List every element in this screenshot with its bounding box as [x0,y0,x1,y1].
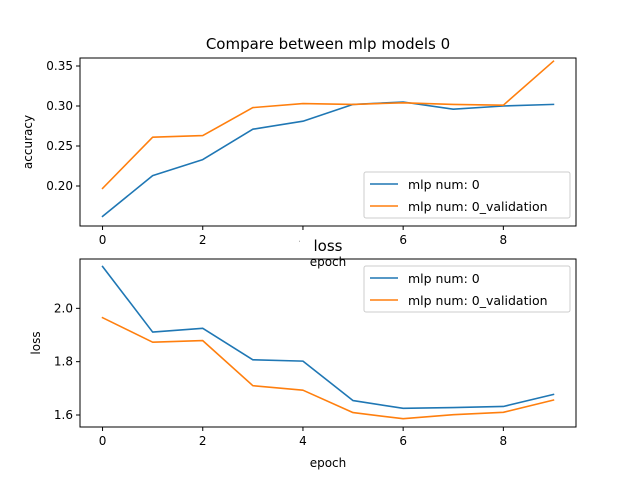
loss-series-lines [101,265,555,420]
accuracy-y-axis-label: accuracy [21,115,35,169]
loss-series-line-validation [101,316,555,420]
accuracy-x-tick-label: 2 [199,233,207,247]
accuracy-series-line-validation [101,60,555,190]
loss-series-line-train [101,265,555,410]
accuracy-y-tick-label: 0.20 [46,179,73,193]
loss-y-tick-label: 2.0 [54,301,73,315]
loss-y-axis-label: loss [29,331,43,354]
accuracy-x-tick-label: 0 [99,233,107,247]
accuracy-legend-box [363,171,571,219]
loss-x-tick-label: 6 [399,434,407,448]
loss-legend-label-validation: mlp num: 0_validation [408,293,548,308]
accuracy-x-tick-label: 8 [500,233,508,247]
accuracy-legend-label-validation: mlp num: 0_validation [408,199,548,214]
accuracy-chart-title: Compare between mlp models 0 [206,35,450,53]
accuracy-x-tick-label: 6 [399,233,407,247]
accuracy-y-tick-label: 0.35 [46,59,73,73]
loss-y-tick-label: 1.8 [54,355,73,369]
accuracy-plot-frame [79,57,577,227]
loss-x-tick-label: 0 [99,434,107,448]
loss-x-axis-label: epoch [310,456,347,470]
accuracy-series-lines [101,60,555,218]
loss-title-background [300,234,356,256]
loss-x-tick-label: 4 [299,434,307,448]
accuracy-y-tick-label: 0.25 [46,139,73,153]
accuracy-legend-label-train: mlp num: 0 [408,177,480,192]
loss-ticks: 0 2 4 6 8 1.6 1.8 2.0 [54,301,507,448]
loss-plot-frame [79,258,577,428]
loss-legend: mlp num: 0 mlp num: 0_validation [363,265,571,313]
accuracy-legend: mlp num: 0 mlp num: 0_validation [363,171,571,219]
accuracy-x-axis-label: epoch [310,255,347,269]
loss-x-tick-label: 2 [199,434,207,448]
loss-chart-title: loss [314,237,343,255]
accuracy-series-line-train [101,101,555,218]
accuracy-y-tick-label: 0.30 [46,99,73,113]
accuracy-subplot: Compare between mlp models 0 accuracy 0 2… [21,35,577,269]
loss-x-tick-label: 8 [500,434,508,448]
loss-y-tick-label: 1.6 [54,408,73,422]
loss-legend-label-train: mlp num: 0 [408,271,480,286]
loss-subplot: loss loss 0 2 4 6 8 1.6 1.8 2.0 mlp num: 0 mlp … [29,234,577,470]
loss-legend-box [363,265,571,313]
